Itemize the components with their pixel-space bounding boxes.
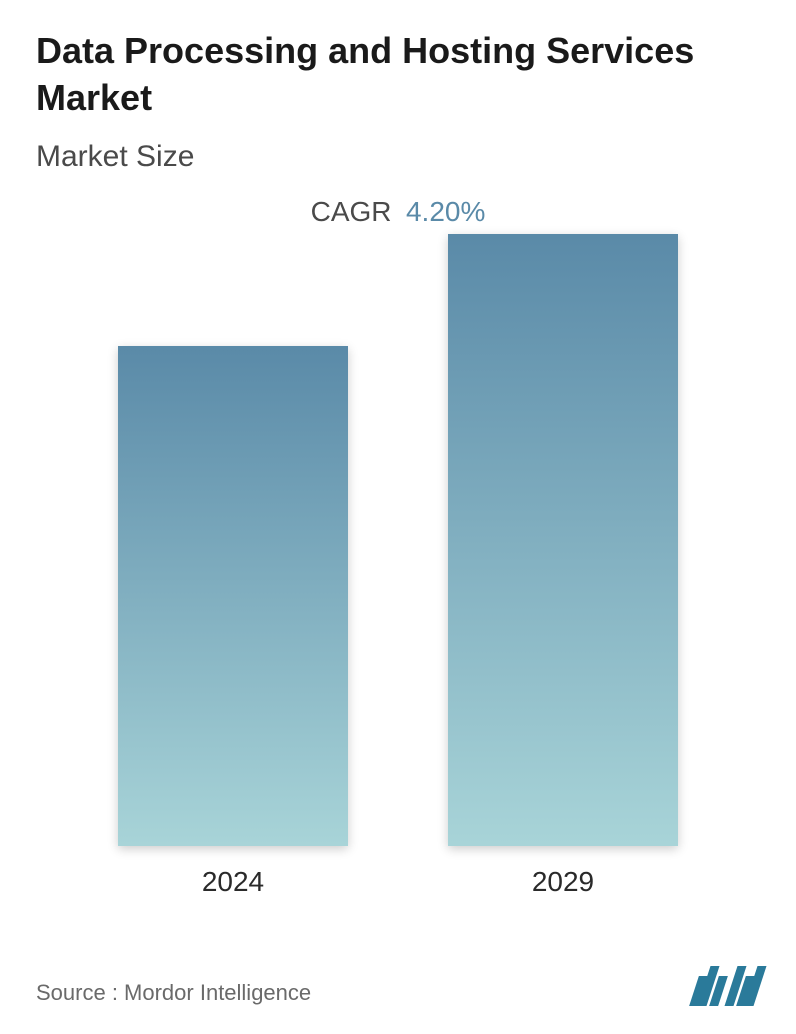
bar-label-0: 2024 (202, 866, 264, 898)
chart-title: Data Processing and Hosting Services Mar… (36, 28, 760, 122)
mordor-logo-icon (694, 966, 760, 1006)
bar-0 (118, 346, 348, 846)
bar-label-1: 2029 (532, 866, 594, 898)
bar-group-0: 2024 (118, 346, 348, 898)
cagr-label: CAGR (311, 196, 392, 227)
chart-footer: Source : Mordor Intelligence (36, 966, 760, 1006)
chart-container: Data Processing and Hosting Services Mar… (0, 0, 796, 1034)
source-text: Source : Mordor Intelligence (36, 980, 311, 1006)
bar-group-1: 2029 (448, 234, 678, 898)
bar-1 (448, 234, 678, 846)
cagr-row: CAGR 4.20% (36, 196, 760, 228)
chart-area: 2024 2029 (36, 268, 760, 898)
chart-subtitle: Market Size (36, 140, 760, 174)
cagr-value: 4.20% (406, 196, 485, 227)
